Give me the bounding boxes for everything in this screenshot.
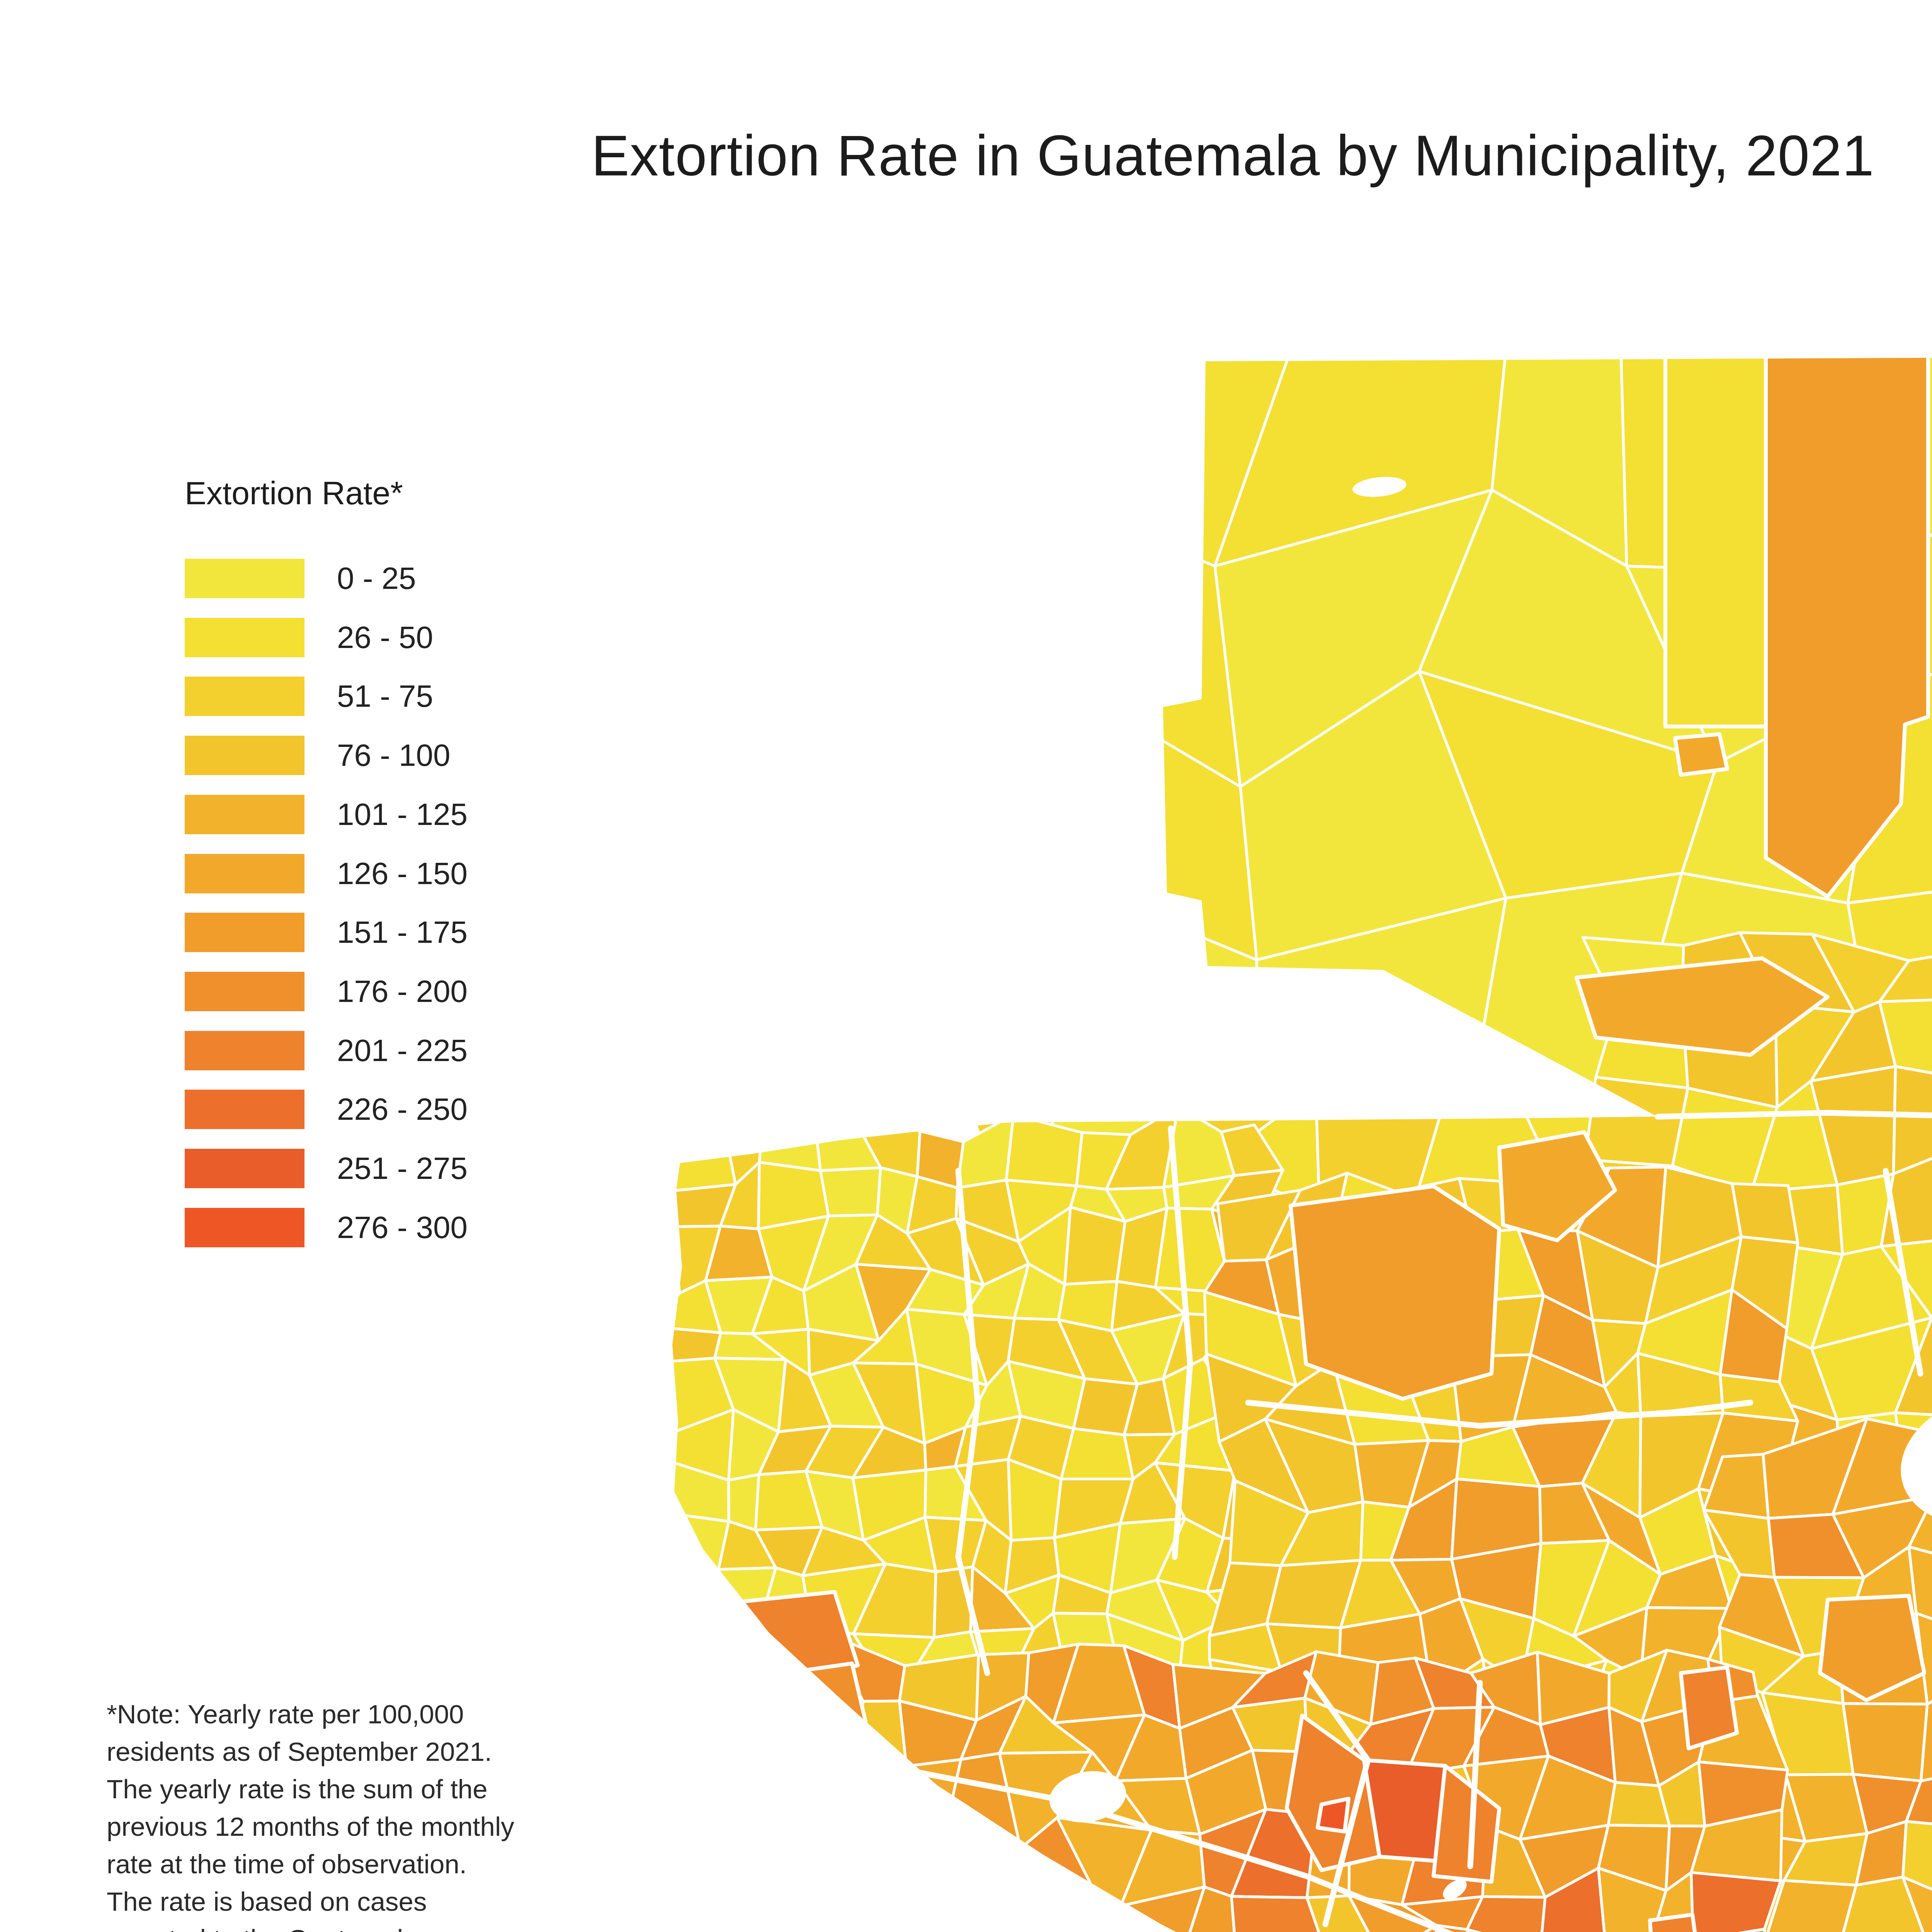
municipality-coban [1291, 1186, 1499, 1399]
legend-label: 126 - 150 [337, 856, 468, 891]
legend-label: 151 - 175 [337, 915, 468, 950]
municipality-cell [1732, 1184, 1798, 1243]
legend-item: 76 - 100 [185, 736, 451, 775]
municipality-cell [795, 1769, 848, 1840]
municipality-red-sliver [1318, 1799, 1349, 1832]
municipality-cell [668, 1570, 721, 1640]
municipality-cell [782, 1828, 839, 1904]
legend-label: 251 - 275 [337, 1151, 468, 1186]
municipality-cell [889, 1873, 966, 1932]
legend-item: 201 - 225 [185, 1031, 468, 1070]
municipality-cell [737, 1930, 793, 1932]
legend-item: 0 - 25 [185, 559, 416, 598]
municipality-cell [1467, 1896, 1545, 1932]
legend-swatch [185, 1208, 304, 1247]
municipality-cell [826, 1836, 910, 1876]
municipality-cell [895, 1836, 943, 1874]
municipality-cell [668, 1623, 727, 1673]
municipality-cell [722, 1891, 793, 1932]
municipality-sw-dark-red [672, 1779, 891, 1932]
municipality-cell [783, 1701, 863, 1790]
municipality-cell [839, 1766, 906, 1840]
municipality-cell [669, 1930, 747, 1932]
municipality-cell [1691, 1872, 1781, 1932]
municipality-peten-mid-strip [1665, 352, 1766, 726]
legend-item: 51 - 75 [185, 677, 433, 716]
legend-swatch [185, 972, 304, 1011]
municipality-cell [759, 1108, 820, 1171]
legend-item: 251 - 275 [185, 1149, 468, 1188]
legend-item: 101 - 125 [185, 795, 468, 834]
municipality-cell [938, 1875, 1033, 1932]
legend-swatch [185, 1149, 304, 1188]
municipality-sw-226-250 [684, 1704, 815, 1793]
municipality-cell [782, 1876, 844, 1932]
note-text: *Note: Yearly rate per 100,000 residents… [107, 1696, 648, 1932]
municipality-cell [721, 1621, 770, 1677]
legend-label: 226 - 250 [337, 1092, 468, 1127]
legend-item: 226 - 250 [185, 1090, 468, 1129]
municipality-cell [727, 1672, 770, 1736]
municipality-cell [668, 1762, 727, 1811]
municipality-cell [1009, 1886, 1092, 1932]
legend-item: 151 - 175 [185, 913, 468, 952]
legend-label: 101 - 125 [337, 797, 468, 832]
municipality-cell [1065, 1207, 1125, 1284]
municipality-cell [668, 1672, 734, 1736]
municipality-cell [668, 1889, 747, 1932]
municipality-cell [668, 1808, 722, 1891]
legend-swatch [185, 913, 304, 952]
legend-label: 51 - 75 [337, 679, 433, 714]
municipality-cell [1585, 1077, 1688, 1166]
legend-label: 201 - 225 [337, 1033, 468, 1068]
municipality-cell [719, 1633, 783, 1711]
legend-label: 26 - 50 [337, 620, 433, 655]
legend-swatch [185, 618, 304, 657]
page-title: Extortion Rate in Guatemala by Municipal… [0, 123, 1932, 189]
legend-item: 276 - 300 [185, 1208, 468, 1247]
legend-swatch [185, 1090, 304, 1129]
municipality-jalapa-orange [1681, 1667, 1737, 1748]
municipality-cell [757, 1676, 828, 1743]
municipality-cell [668, 1113, 736, 1191]
municipality-cell [668, 1327, 721, 1362]
legend-swatch [185, 1031, 304, 1070]
municipality-cell [721, 1812, 795, 1904]
legend-label: 0 - 25 [337, 561, 416, 596]
legend-swatch [185, 677, 304, 716]
municipality-cell [1843, 1704, 1927, 1781]
legend-swatch [185, 736, 304, 775]
municipality-cell [820, 1168, 881, 1216]
municipality-cell [938, 1839, 1020, 1890]
municipality-cell [1061, 1429, 1133, 1479]
legend-item: 176 - 200 [185, 972, 468, 1011]
municipality-cell [668, 1647, 724, 1718]
legend-swatch [185, 795, 304, 834]
municipality-cell [848, 1701, 906, 1790]
legend-label: 176 - 200 [337, 974, 468, 1009]
municipality-cell [782, 1930, 854, 1932]
municipality-peten-blob [1675, 734, 1727, 775]
municipality-cell [719, 1704, 801, 1778]
municipality-xela-orange-2 [707, 1719, 773, 1785]
legend-label: 276 - 300 [337, 1210, 468, 1245]
legend-swatch [185, 559, 304, 598]
municipality-cell [668, 1711, 727, 1779]
legend-label: 76 - 100 [337, 738, 451, 773]
legend-item: 126 - 150 [185, 854, 468, 893]
legend: Extortion Rate* 0 - 2526 - 5051 - 7576 -… [185, 474, 403, 512]
legend-item: 26 - 50 [185, 618, 433, 657]
guatemala-choropleth-map [668, 321, 1932, 1932]
municipality-cell [721, 1769, 801, 1828]
legend-swatch [185, 854, 304, 893]
municipality-xela-orange-1 [784, 1663, 866, 1735]
municipality-cell [826, 1873, 910, 1932]
legend-title: Extortion Rate* [185, 474, 403, 512]
map-container [668, 321, 1932, 1932]
municipality-cell [1893, 1066, 1932, 1174]
municipality-cell [668, 1513, 729, 1582]
country-area [668, 321, 1932, 1932]
